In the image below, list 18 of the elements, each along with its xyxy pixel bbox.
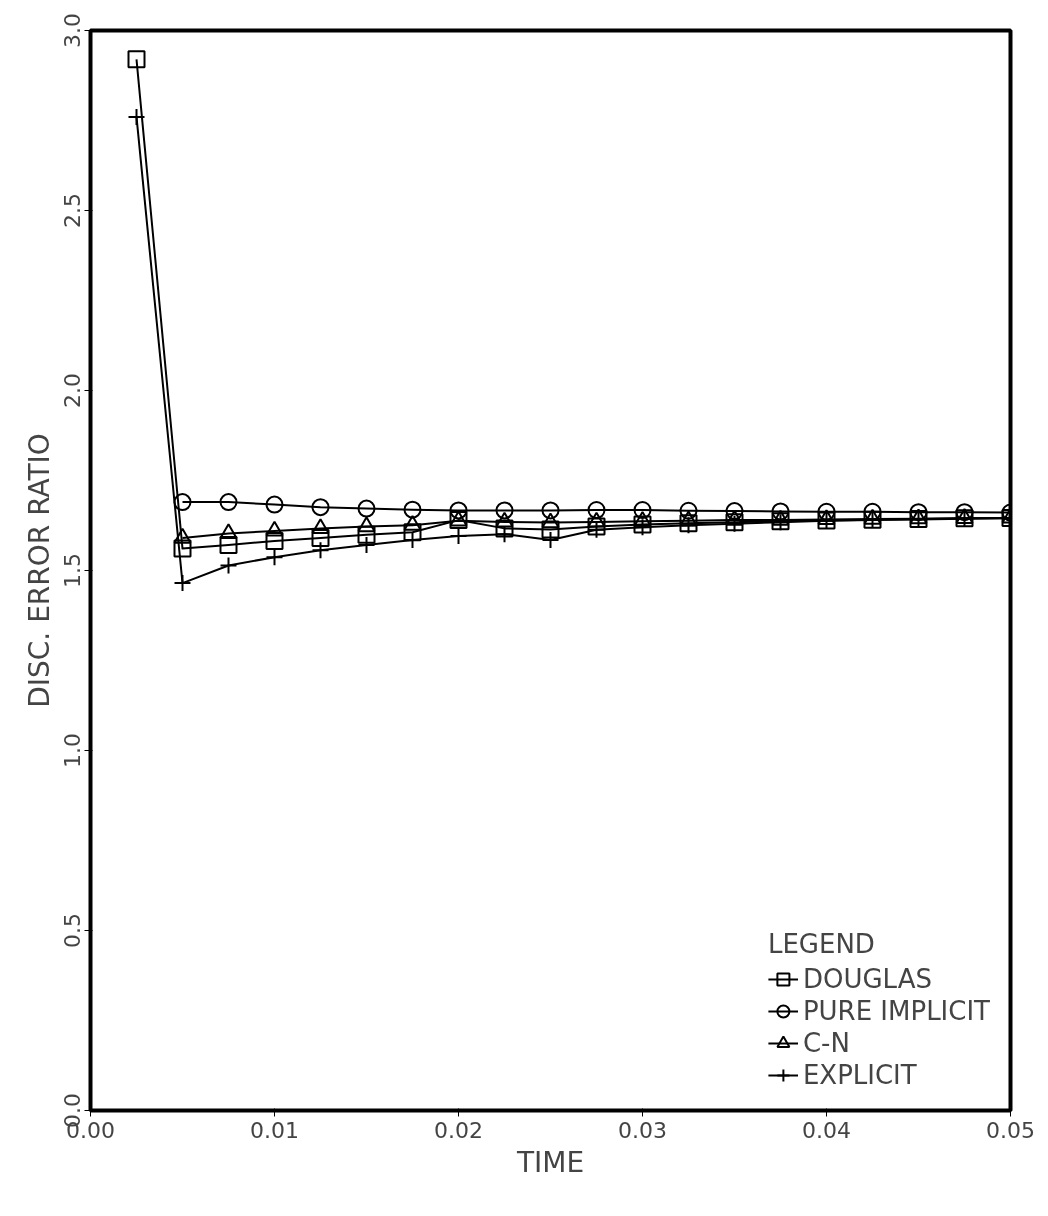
legend-label: C-N — [802, 1028, 850, 1058]
legend-title: LEGEND — [767, 929, 876, 959]
legend-label: PURE IMPLICIT — [802, 996, 990, 1026]
y-axis-title: DISC. ERROR RATIO — [22, 433, 56, 708]
legend-label: DOUGLAS — [802, 964, 932, 994]
x-axis-title: TIME — [515, 1145, 585, 1179]
legend-label: EXPLICIT — [802, 1060, 917, 1090]
y-tick-label: 2.5 — [59, 192, 85, 228]
x-tick-label: 0.04 — [802, 1117, 851, 1143]
x-tick-label: 0.01 — [250, 1117, 299, 1143]
x-tick-label: 0.05 — [986, 1117, 1035, 1143]
x-tick-label: 0.03 — [618, 1117, 667, 1143]
y-tick-label: 2.0 — [59, 372, 85, 408]
x-tick-label: 0.02 — [434, 1117, 483, 1143]
y-tick-label: 3.0 — [59, 12, 85, 48]
y-tick-label: 1.0 — [59, 732, 85, 768]
y-tick-label: 0.5 — [59, 912, 85, 948]
y-tick-label: 1.5 — [59, 552, 85, 588]
